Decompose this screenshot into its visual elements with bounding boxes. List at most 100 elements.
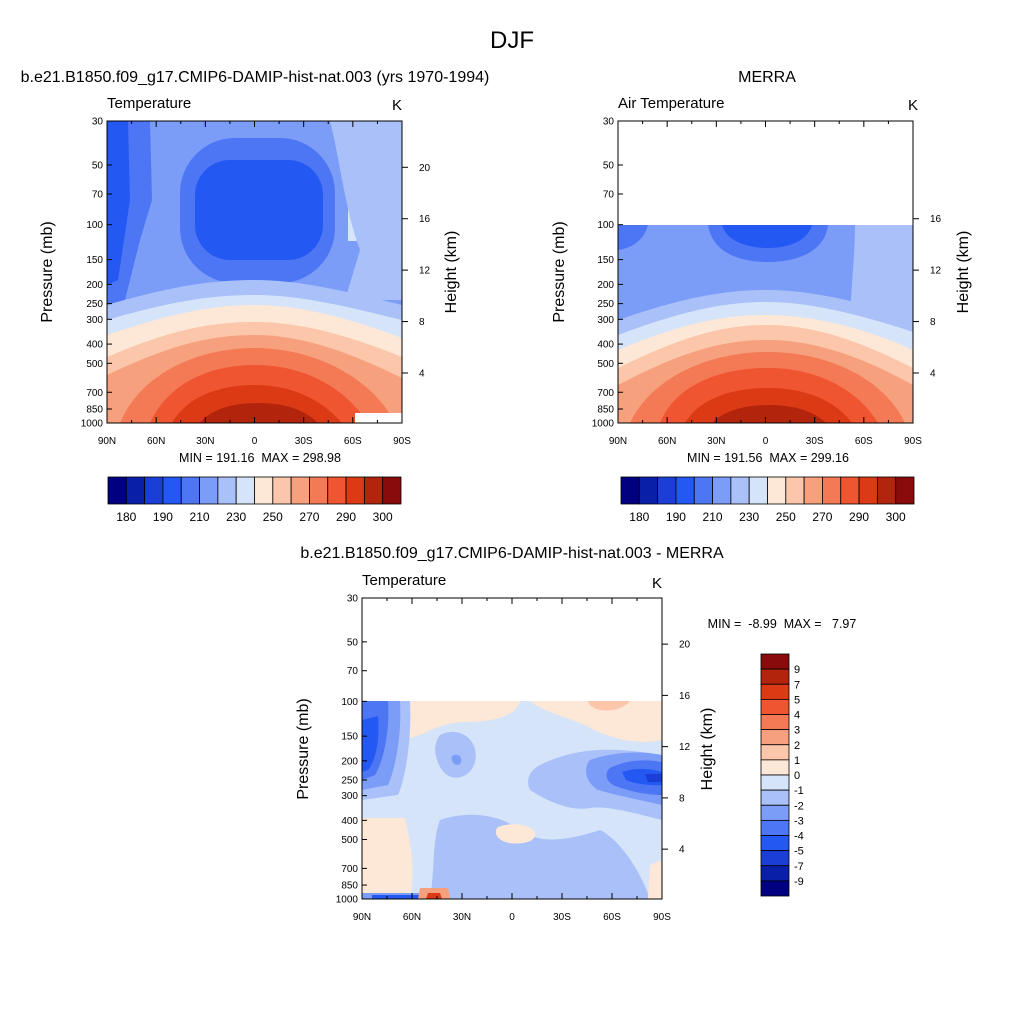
height-axis-obs: 16 12 8 4 bbox=[913, 214, 942, 379]
ylabel-right-obs: Height (km) bbox=[955, 231, 972, 314]
x-tick-label: 90S bbox=[653, 912, 671, 923]
colorbar-label: -2 bbox=[794, 800, 804, 812]
colorbar-swatch bbox=[760, 698, 790, 715]
colorbar-swatch bbox=[760, 865, 790, 882]
colorbar-swatch bbox=[785, 476, 805, 505]
y-tick-label: 250 bbox=[597, 299, 614, 310]
colorbar-swatch bbox=[712, 476, 732, 505]
height-axis-diff: 20 16 12 8 4 bbox=[662, 640, 691, 856]
stats-model: MIN = 191.16 MAX = 298.98 bbox=[179, 451, 341, 465]
colorbar-label: 300 bbox=[373, 510, 393, 524]
x-axis-model: 90N 60N 30N 0 30S 60S 90S bbox=[98, 121, 411, 447]
colorbar-label: 1 bbox=[794, 755, 800, 767]
colorbar-swatch bbox=[876, 476, 897, 505]
x-tick-label: 60S bbox=[603, 912, 621, 923]
colorbar-label: 0 bbox=[794, 770, 800, 782]
x-tick-label: 60S bbox=[855, 436, 873, 447]
colorbar-label: 250 bbox=[776, 510, 796, 524]
y-axis-obs: 30 50 70 100 150 200 250 300 400 500 700 850 1000 bbox=[592, 117, 623, 430]
y-tick-label: 500 bbox=[341, 835, 358, 846]
colorbar-swatch bbox=[760, 835, 790, 852]
x-tick-label: 90S bbox=[904, 436, 922, 447]
colorbar-label: 3 bbox=[794, 725, 800, 737]
panel-diff-subtitle-left: Temperature bbox=[362, 572, 446, 589]
colorbar-label: 7 bbox=[794, 679, 800, 691]
y-tick-label: 50 bbox=[603, 160, 615, 171]
height-tick-label: 20 bbox=[679, 640, 691, 651]
height-tick-label: 12 bbox=[679, 742, 691, 753]
x-tick-label: 90N bbox=[98, 436, 116, 447]
y-tick-label: 100 bbox=[86, 220, 103, 231]
y-tick-label: 70 bbox=[347, 666, 359, 677]
colorbar-label: 180 bbox=[116, 510, 136, 524]
colorbar-swatch bbox=[345, 476, 365, 505]
y-tick-label: 200 bbox=[341, 756, 358, 767]
colorbar-label: 9 bbox=[794, 664, 800, 676]
height-tick-label: 8 bbox=[679, 793, 685, 804]
colorbar-swatch bbox=[144, 476, 164, 505]
y-tick-label: 70 bbox=[92, 189, 104, 200]
y-tick-label: 300 bbox=[341, 791, 358, 802]
x-tick-label: 90N bbox=[609, 436, 627, 447]
height-tick-label: 12 bbox=[930, 266, 942, 277]
height-tick-label: 4 bbox=[930, 368, 936, 379]
ylabel-right-diff: Height (km) bbox=[699, 708, 716, 791]
x-tick-label: 60S bbox=[344, 436, 362, 447]
x-tick-label: 60N bbox=[403, 912, 421, 923]
colorbar-label: 250 bbox=[263, 510, 283, 524]
colorbar-label: 270 bbox=[812, 510, 832, 524]
y-tick-label: 30 bbox=[92, 117, 104, 128]
contour-field-model bbox=[107, 121, 402, 423]
colorbar-swatch bbox=[272, 476, 292, 505]
y-tick-label: 1000 bbox=[81, 419, 104, 430]
colorbar-swatch bbox=[363, 476, 384, 505]
y-tick-label: 700 bbox=[597, 388, 614, 399]
panel-model-title: b.e21.B1850.f09_g17.CMIP6-DAMIP-hist-nat… bbox=[21, 69, 490, 86]
x-tick-label: 30N bbox=[453, 912, 471, 923]
x-tick-label: 0 bbox=[509, 912, 515, 923]
ylabel-obs: Pressure (mb) bbox=[551, 221, 568, 322]
y-tick-label: 500 bbox=[597, 359, 614, 370]
panel-model: b.e21.B1850.f09_g17.CMIP6-DAMIP-hist-nat… bbox=[21, 69, 490, 524]
colorbar-label: 290 bbox=[849, 510, 869, 524]
y-tick-label: 50 bbox=[92, 160, 104, 171]
ylabel-diff: Pressure (mb) bbox=[295, 698, 312, 799]
colorbar-swatch bbox=[760, 819, 790, 836]
y-tick-label: 150 bbox=[341, 732, 358, 743]
colorbar-swatch bbox=[125, 476, 146, 505]
colorbar-label: 230 bbox=[226, 510, 246, 524]
colorbar-swatch bbox=[760, 714, 790, 731]
panel-diff-subtitle-right: K bbox=[652, 575, 662, 592]
colorbar-label: 300 bbox=[886, 510, 906, 524]
y-tick-label: 100 bbox=[341, 697, 358, 708]
y-tick-label: 30 bbox=[603, 117, 615, 128]
colorbar-label: 210 bbox=[703, 510, 723, 524]
colorbar-swatch bbox=[760, 759, 790, 776]
height-tick-label: 20 bbox=[419, 163, 431, 174]
x-tick-label: 30S bbox=[806, 436, 824, 447]
x-tick-label: 90S bbox=[393, 436, 411, 447]
height-tick-label: 4 bbox=[419, 368, 425, 379]
panel-diff: b.e21.B1850.f09_g17.CMIP6-DAMIP-hist-nat… bbox=[295, 545, 856, 923]
colorbar-swatch bbox=[748, 476, 768, 505]
y-tick-label: 1000 bbox=[592, 419, 615, 430]
panel-obs-subtitle-right: K bbox=[908, 97, 918, 114]
y-tick-label: 100 bbox=[597, 220, 614, 231]
colorbar-swatch bbox=[822, 476, 842, 505]
colorbar-model: 180 190 210 230 250 270 290 300 bbox=[107, 476, 402, 524]
y-tick-label: 500 bbox=[86, 359, 103, 370]
panel-model-subtitle-left: Temperature bbox=[107, 95, 191, 112]
colorbar-label: 290 bbox=[336, 510, 356, 524]
y-tick-label: 150 bbox=[597, 255, 614, 266]
y-tick-label: 50 bbox=[347, 637, 359, 648]
x-tick-label: 90N bbox=[353, 912, 371, 923]
panel-obs-title: MERRA bbox=[738, 69, 796, 86]
panel-model-subtitle-right: K bbox=[392, 97, 402, 114]
height-tick-label: 16 bbox=[930, 214, 942, 225]
colorbar-label: 5 bbox=[794, 694, 800, 706]
colorbar-swatch bbox=[235, 476, 255, 505]
colorbar-label: 180 bbox=[629, 510, 649, 524]
colorbar-swatch bbox=[657, 476, 677, 505]
y-axis-diff: 30 50 70 100 150 200 250 300 400 500 700 850 1000 bbox=[336, 594, 367, 906]
ylabel-right-model: Height (km) bbox=[443, 231, 460, 314]
